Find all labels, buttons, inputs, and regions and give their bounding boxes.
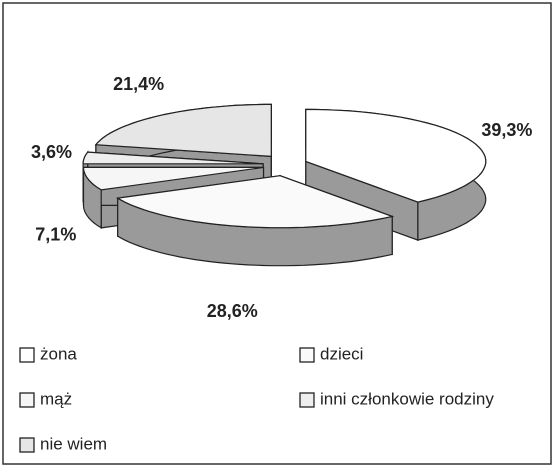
slice-top [305,108,487,203]
data-label: 3,6% [31,142,72,162]
data-label: 7,1% [35,224,76,244]
legend-label: nie wiem [40,434,107,453]
data-label: 28,6% [207,301,258,321]
legend-swatch [19,347,35,363]
legend-swatch [299,347,315,363]
slice-top [115,175,395,229]
legend-label: dzieci [320,344,363,363]
slice-top [82,166,264,191]
legend-label: inni członkowie rodziny [320,389,494,408]
legend-label: mąż [40,389,72,408]
slice-top [94,103,272,158]
slice-top [82,151,264,165]
legend-label: żona [40,344,77,363]
legend-swatch [299,392,315,408]
legend-swatch [19,437,35,453]
data-label: 39,3% [481,120,532,140]
data-label: 21,4% [113,74,164,94]
legend-swatch [19,392,35,408]
